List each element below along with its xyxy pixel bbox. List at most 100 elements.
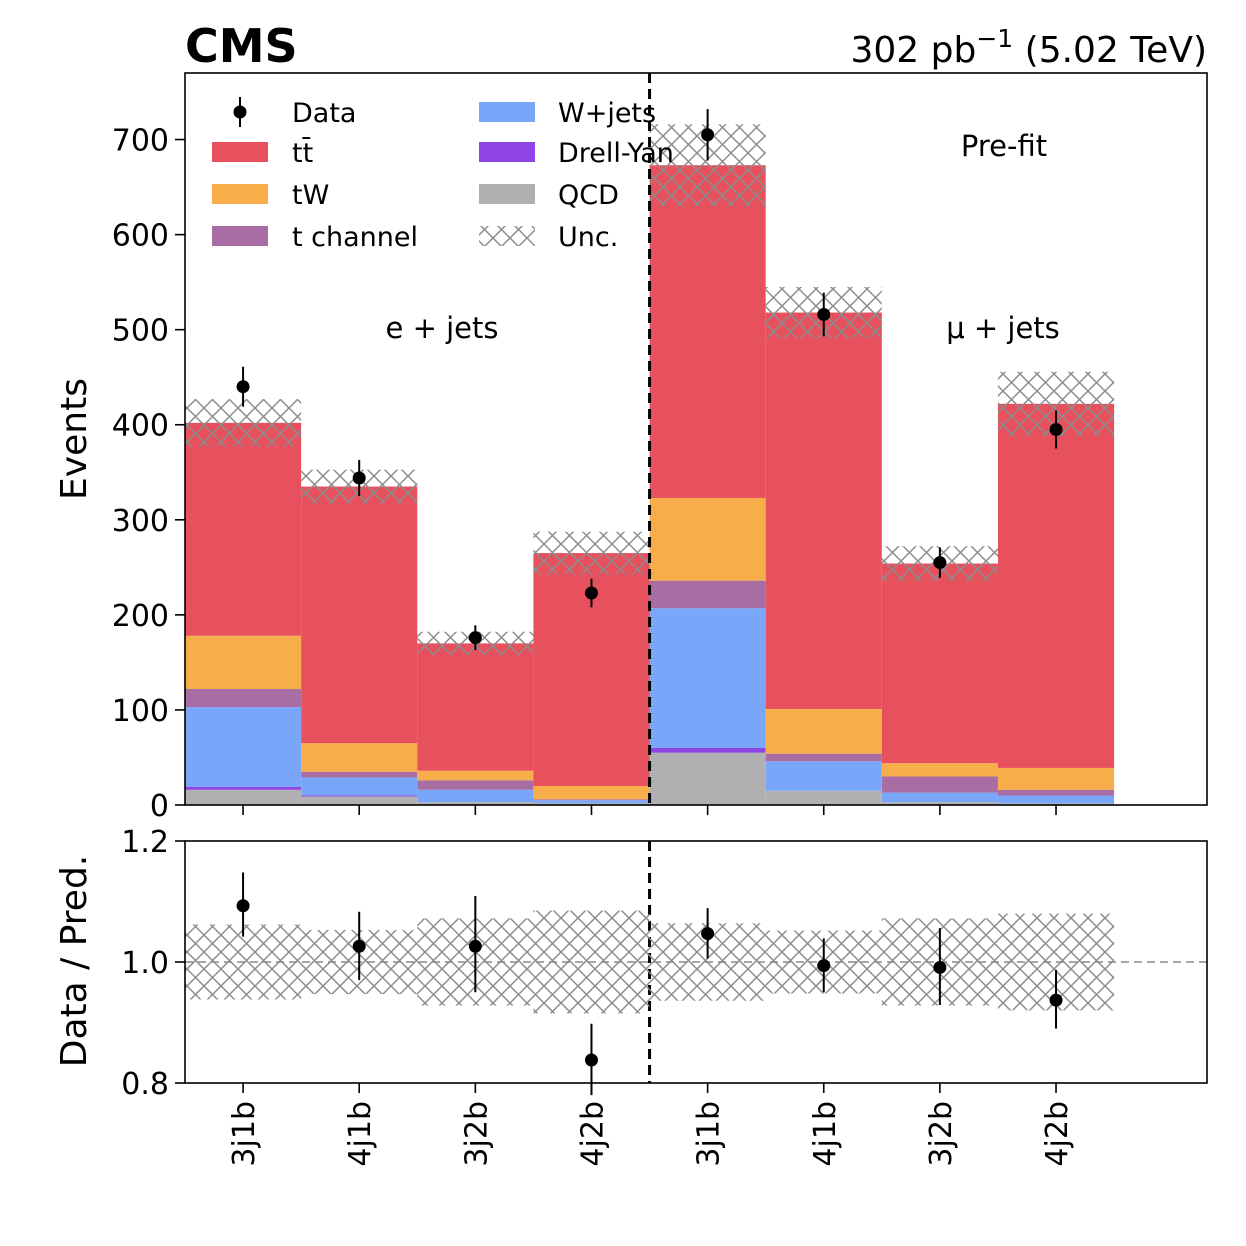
ratio-y-tick-label-0.8: 0.8 xyxy=(121,1067,169,1102)
legend-handle-drell-yan xyxy=(479,142,535,162)
bar-w-jets-2 xyxy=(417,789,534,803)
data-point-7 xyxy=(1049,422,1063,436)
y-tick-label-400: 400 xyxy=(112,409,169,444)
x-tick-label-3: 4j2b xyxy=(575,1101,610,1167)
x-tick-label-5: 4j1b xyxy=(808,1101,843,1167)
ratio-point-7 xyxy=(1049,993,1063,1007)
bar-tw-6 xyxy=(881,763,998,777)
data-point-4 xyxy=(701,128,715,142)
main-panel-frame xyxy=(184,72,1208,806)
bar-t-channel-1 xyxy=(301,771,418,778)
y-tick-label-600: 600 xyxy=(112,219,169,254)
ratio-y-axis-label: Data / Pred. xyxy=(54,855,95,1068)
bar-qcd-4 xyxy=(649,752,766,805)
y-tick-label-0: 0 xyxy=(150,789,169,824)
bar-tw-0 xyxy=(185,635,302,690)
data-point-3 xyxy=(584,586,598,600)
main-panel-axes: 0 100 200 300 400 500 600 700 xyxy=(112,124,1057,824)
ratio-uncertainty-band-3 xyxy=(533,910,650,1014)
bar-tt--4 xyxy=(649,165,766,498)
prefit-label: Pre-fit xyxy=(961,129,1047,163)
bar-t-channel-2 xyxy=(417,780,534,790)
legend-handle-data xyxy=(233,105,247,119)
channel-label-e: e + jets xyxy=(386,311,499,345)
channel-label-mu: μ + jets xyxy=(946,311,1060,345)
bar-qcd-1 xyxy=(301,796,418,805)
bar-qcd-6 xyxy=(881,802,998,805)
data-point-1 xyxy=(352,471,366,485)
bar-tw-2 xyxy=(417,770,534,781)
legend-label-w-jets: W+jets xyxy=(558,98,656,129)
ratio-panel-frame xyxy=(184,840,1208,1084)
bar-w-jets-4 xyxy=(649,608,766,748)
data-point-5 xyxy=(817,307,831,321)
legend-handle-tt xyxy=(212,142,268,162)
uncertainty-band-0 xyxy=(185,399,302,447)
x-tick-label-4: 3j1b xyxy=(692,1101,727,1167)
bar-w-jets-6 xyxy=(881,792,998,803)
bar-tt--0 xyxy=(185,422,302,636)
bar-tw-7 xyxy=(997,767,1115,790)
bar-drell-yan-4 xyxy=(649,747,766,753)
main-y-axis-label: Events xyxy=(54,378,95,500)
bar-tt--7 xyxy=(997,403,1115,768)
legend-label-drell-yan: Drell-Yan xyxy=(558,138,674,169)
luminosity-label: 302 pb−1 (5.02 TeV) xyxy=(851,24,1208,71)
bar-qcd-2 xyxy=(417,802,534,805)
bar-qcd-5 xyxy=(765,790,882,805)
legend-handle-w-jets xyxy=(479,102,535,122)
data-point-6 xyxy=(933,556,947,570)
legend-label-t-channel: t channel xyxy=(292,222,418,253)
bar-t-channel-7 xyxy=(997,789,1115,796)
bar-w-jets-1 xyxy=(301,777,418,796)
legend-handle-qcd xyxy=(479,184,535,204)
y-tick-label-500: 500 xyxy=(112,314,169,349)
bar-t-channel-3 xyxy=(533,799,650,801)
legend: Data tt̄ tW t channel W+jets Drell-Yan QCD Unc. xyxy=(212,97,674,253)
ratio-point-5 xyxy=(817,959,831,973)
uncertainty-band-3 xyxy=(533,531,650,575)
bar-qcd-3 xyxy=(533,803,650,805)
bar-w-jets-5 xyxy=(765,761,882,791)
experiment-label: CMS xyxy=(185,19,298,73)
legend-label-data: Data xyxy=(292,98,356,129)
bar-drell-yan-0 xyxy=(185,786,302,790)
legend-handle-t-channel xyxy=(212,226,268,246)
ratio-point-4 xyxy=(701,927,715,941)
lumi-suffix: (5.02 TeV) xyxy=(1013,30,1207,71)
bar-w-jets-0 xyxy=(185,707,302,787)
y-tick-label-300: 300 xyxy=(112,504,169,539)
bar-tw-3 xyxy=(533,785,650,800)
ratio-uncertainty-band-0 xyxy=(185,924,302,1000)
bar-drell-yan-1 xyxy=(301,795,418,797)
lumi-prefix: 302 pb xyxy=(851,30,977,71)
data-point-0 xyxy=(236,380,250,394)
ratio-point-1 xyxy=(352,939,366,953)
bar-t-channel-6 xyxy=(881,776,998,793)
ratio-point-3 xyxy=(584,1053,598,1067)
data-point-2 xyxy=(468,631,482,645)
y-tick-label-200: 200 xyxy=(112,599,169,634)
lumi-exponent: −1 xyxy=(976,24,1013,53)
bar-tw-4 xyxy=(649,497,766,581)
bar-tt--1 xyxy=(301,486,418,744)
bar-w-jets-7 xyxy=(997,795,1115,804)
x-tick-label-2: 3j2b xyxy=(459,1101,494,1167)
ratio-point-0 xyxy=(236,899,250,913)
x-tick-label-1: 4j1b xyxy=(343,1101,378,1167)
x-tick-label-0: 3j1b xyxy=(227,1101,262,1167)
legend-handle-tw xyxy=(212,184,268,204)
x-tick-labels: 3j1b 4j1b 3j2b 4j2b 3j1b 4j1b 3j2b 4j2b xyxy=(227,1101,1075,1167)
bar-qcd-0 xyxy=(185,789,302,805)
x-tick-label-6: 3j2b xyxy=(924,1101,959,1167)
ratio-panel-axes: 0.8 1.0 1.2 xyxy=(121,825,1057,1102)
bar-t-channel-5 xyxy=(765,753,882,762)
bar-tt--6 xyxy=(881,563,998,764)
bar-tt--2 xyxy=(417,643,534,771)
bar-tw-5 xyxy=(765,708,882,754)
legend-label-qcd: QCD xyxy=(558,180,619,211)
legend-handle-unc xyxy=(479,226,535,246)
y-tick-label-700: 700 xyxy=(112,124,169,159)
legend-label-tt: tt̄ xyxy=(292,137,313,169)
